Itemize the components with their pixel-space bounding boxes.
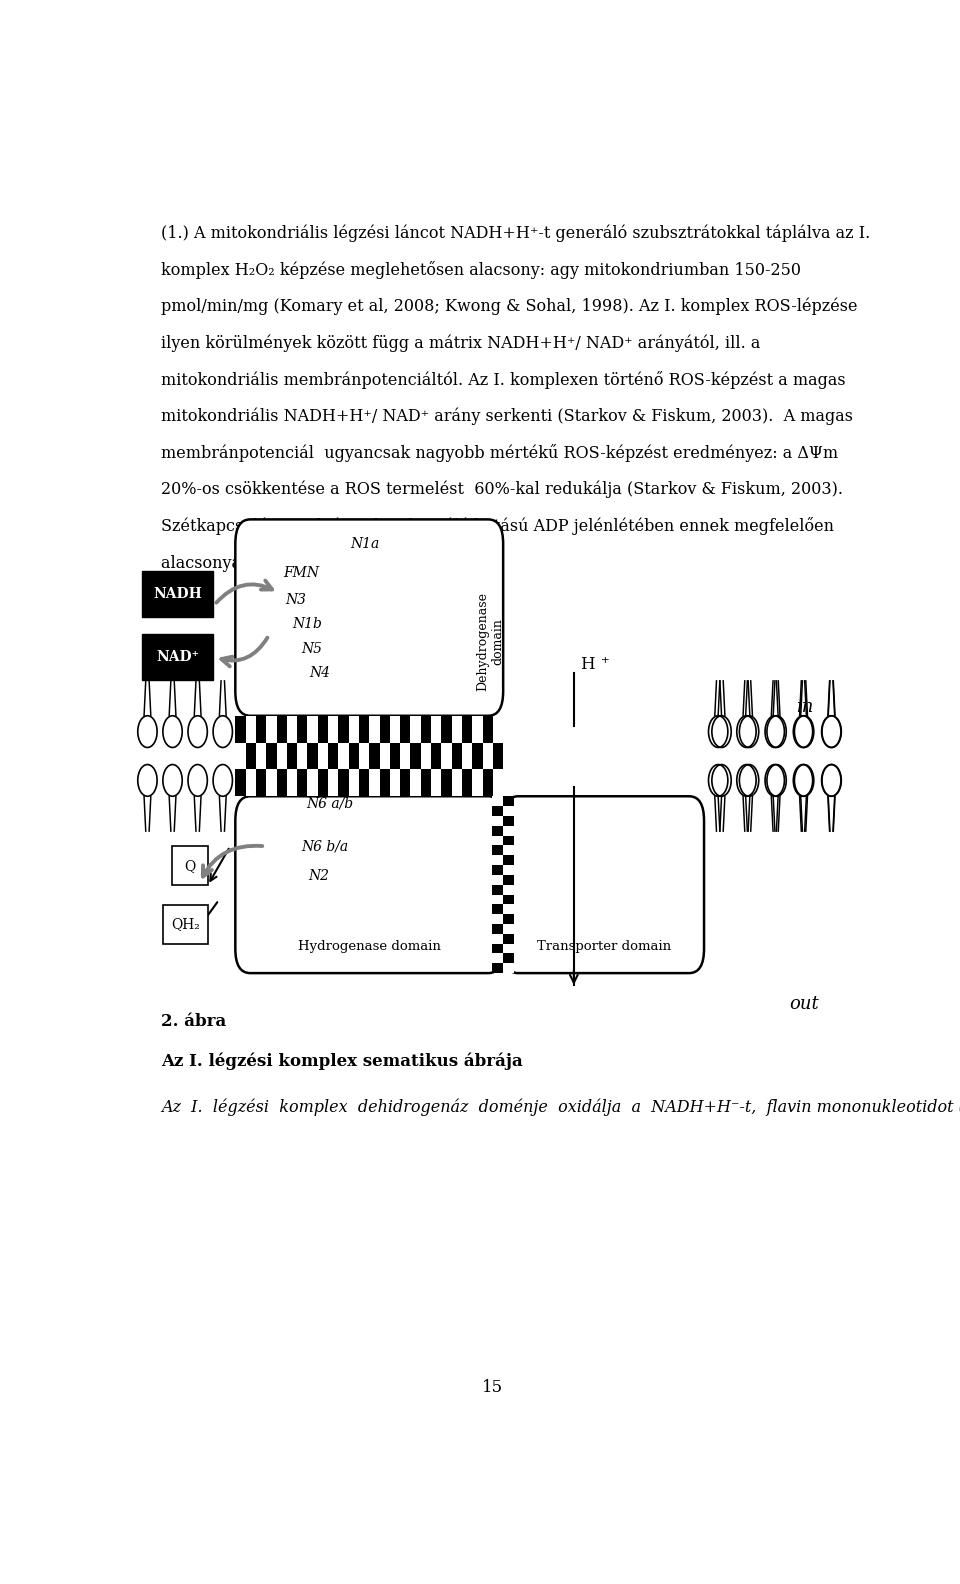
Text: Az I. légzési komplex sematikus ábrája: Az I. légzési komplex sematikus ábrája: [161, 1052, 522, 1069]
Text: N6 b/a: N6 b/a: [300, 840, 348, 854]
Text: N3: N3: [285, 592, 306, 607]
Text: QH₂: QH₂: [171, 917, 200, 931]
Bar: [379, 716, 390, 743]
Bar: [370, 743, 379, 770]
Bar: [400, 716, 411, 743]
Text: alacsonyabb ROS képzés figyelhető meg.: alacsonyabb ROS képzés figyelhető meg.: [161, 553, 495, 572]
Text: 15: 15: [481, 1380, 503, 1397]
Bar: [503, 797, 515, 806]
Bar: [379, 770, 390, 797]
Bar: [420, 770, 431, 797]
Text: mitokondriális NADH+H⁺/ NAD⁺ arány serkenti (Starkov & Fiskum, 2003).  A magas: mitokondriális NADH+H⁺/ NAD⁺ arány serke…: [161, 407, 852, 425]
Bar: [442, 770, 451, 797]
Bar: [462, 770, 472, 797]
Bar: [492, 806, 503, 816]
Text: Q: Q: [184, 859, 196, 873]
Bar: [390, 743, 400, 770]
Bar: [338, 770, 348, 797]
Bar: [256, 770, 266, 797]
Bar: [318, 770, 328, 797]
Text: 2. ábra: 2. ábra: [161, 1014, 227, 1030]
Bar: [246, 743, 256, 770]
Text: H ⁺: H ⁺: [581, 656, 610, 673]
Bar: [492, 963, 503, 973]
Text: N6 a/b: N6 a/b: [306, 797, 353, 811]
Bar: [276, 716, 287, 743]
Bar: [451, 743, 462, 770]
Text: NADH: NADH: [154, 586, 202, 600]
Bar: [492, 885, 503, 895]
Text: N1b: N1b: [293, 618, 323, 632]
Bar: [503, 935, 515, 944]
Text: Hydrogenase domain: Hydrogenase domain: [298, 939, 441, 954]
Bar: [348, 743, 359, 770]
Text: komplex H₂O₂ képzése meglehetősen alacsony: agy mitokondriumban 150-250: komplex H₂O₂ képzése meglehetősen alacso…: [161, 261, 801, 279]
FancyBboxPatch shape: [142, 570, 213, 616]
Bar: [235, 716, 503, 797]
FancyBboxPatch shape: [235, 520, 503, 716]
Text: in: in: [796, 699, 813, 716]
Bar: [276, 770, 287, 797]
Text: (1.) A mitokondriális légzési láncot NADH+H⁺-t generáló szubsztrátokkal táplálva: (1.) A mitokondriális légzési láncot NAD…: [161, 225, 870, 242]
Bar: [359, 716, 370, 743]
Bar: [400, 770, 411, 797]
Bar: [492, 944, 503, 954]
Text: N5: N5: [301, 642, 323, 656]
Bar: [503, 954, 515, 963]
Bar: [328, 743, 338, 770]
Bar: [492, 923, 503, 935]
Bar: [420, 716, 431, 743]
Bar: [492, 797, 515, 973]
Bar: [287, 743, 298, 770]
Text: membránpotenciál  ugyancsak nagyobb mértékű ROS-képzést eredményez: a ΔΨm: membránpotenciál ugyancsak nagyobb mérté…: [161, 444, 838, 463]
Bar: [492, 904, 503, 914]
Text: Transporter domain: Transporter domain: [537, 939, 671, 954]
Text: N1a: N1a: [350, 537, 380, 551]
Bar: [483, 770, 492, 797]
Bar: [492, 846, 503, 855]
Bar: [266, 743, 276, 770]
FancyBboxPatch shape: [235, 797, 503, 973]
Bar: [172, 846, 207, 885]
FancyBboxPatch shape: [503, 797, 704, 973]
Bar: [503, 914, 515, 923]
Bar: [338, 716, 348, 743]
Bar: [462, 716, 472, 743]
Bar: [298, 770, 307, 797]
Bar: [492, 825, 503, 836]
Text: out: out: [790, 995, 819, 1012]
Bar: [472, 743, 483, 770]
Bar: [318, 716, 328, 743]
Bar: [256, 716, 266, 743]
Bar: [442, 716, 451, 743]
Bar: [163, 904, 207, 944]
Bar: [235, 716, 246, 743]
Text: ilyen körülmények között függ a mátrix NADH+H⁺/ NAD⁺ arányától, ill. a: ilyen körülmények között függ a mátrix N…: [161, 334, 760, 352]
FancyBboxPatch shape: [142, 634, 213, 681]
Text: Az  I.  légzési  komplex  dehidrogenáz  doménje  oxidálja  a  NADH+H⁻-t,  flavin: Az I. légzési komplex dehidrogenáz domén…: [161, 1099, 960, 1117]
Bar: [235, 770, 246, 797]
Bar: [411, 743, 420, 770]
Text: N4: N4: [309, 667, 330, 680]
Bar: [503, 816, 515, 825]
Bar: [307, 743, 318, 770]
Bar: [492, 865, 503, 874]
Text: Szétkapcsoló szerek és a depolarizáló hatású ADP jelénlétében ennek megfelelően: Szétkapcsoló szerek és a depolarizáló ha…: [161, 516, 834, 535]
Bar: [298, 716, 307, 743]
Text: N2: N2: [308, 868, 329, 882]
Bar: [359, 770, 370, 797]
Bar: [503, 836, 515, 846]
Text: pmol/min/mg (Komary et al, 2008; Kwong & Sohal, 1998). Az I. komplex ROS-lépzése: pmol/min/mg (Komary et al, 2008; Kwong &…: [161, 298, 857, 315]
Bar: [503, 855, 515, 865]
Bar: [503, 874, 515, 885]
Text: mitokondriális membránpotenciáltól. Az I. komplexen történő ROS-képzést a magas: mitokondriális membránpotenciáltól. Az I…: [161, 371, 846, 388]
Bar: [431, 743, 442, 770]
Text: NAD⁺: NAD⁺: [156, 649, 199, 664]
Bar: [492, 743, 503, 770]
Text: FMN: FMN: [284, 565, 320, 580]
Bar: [483, 716, 492, 743]
Bar: [503, 895, 515, 904]
Text: 20%-os csökkentése a ROS termelést  60%-kal redukálja (Starkov & Fiskum, 2003).: 20%-os csökkentése a ROS termelést 60%-k…: [161, 480, 843, 497]
Text: Dehydrogenase
domain: Dehydrogenase domain: [476, 592, 505, 691]
